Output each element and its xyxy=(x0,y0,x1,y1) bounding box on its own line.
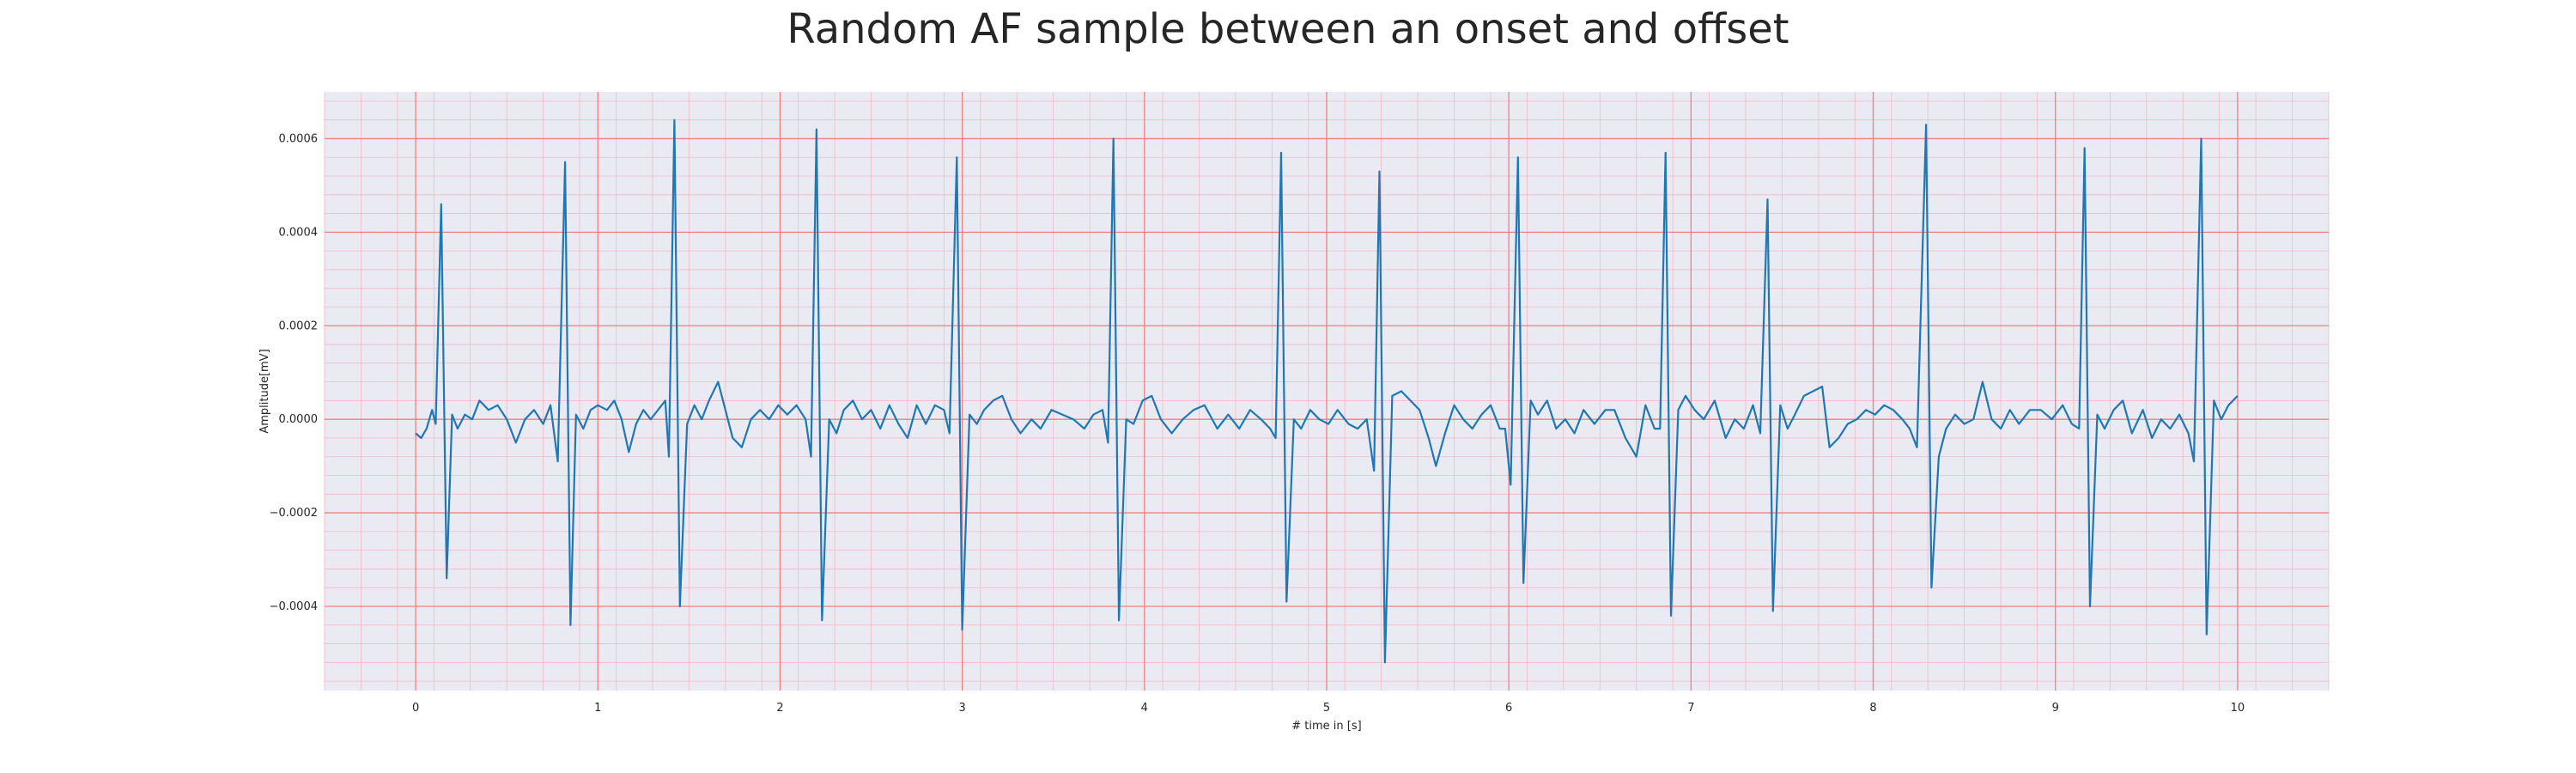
y-tick-label: −0.0004 xyxy=(270,600,318,613)
x-tick-label: 9 xyxy=(2052,702,2059,715)
y-tick-label: 0.0006 xyxy=(279,132,319,145)
y-tick-labels: −0.0004 −0.0002 0.0000 0.0002 0.0004 0.0006 xyxy=(270,132,318,613)
y-axis-label: Amplitude[mV] xyxy=(258,349,271,433)
ecg-signal-line xyxy=(415,119,2239,664)
x-tick-label: 2 xyxy=(776,702,783,715)
chart-title: Random AF sample between an onset and of… xyxy=(787,5,1789,53)
x-tick-label: 6 xyxy=(1505,702,1512,715)
y-tick-label: 0.0000 xyxy=(279,413,319,426)
major-grid xyxy=(325,92,2329,691)
x-tick-label: 0 xyxy=(412,702,419,715)
x-tick-label: 7 xyxy=(1687,702,1694,715)
x-tick-label: 1 xyxy=(594,702,601,715)
x-tick-label: 10 xyxy=(2231,702,2245,715)
y-tick-label: 0.0002 xyxy=(279,320,319,332)
y-tick-label: 0.0004 xyxy=(279,226,319,239)
x-tick-label: 5 xyxy=(1323,702,1330,715)
y-tick-label: −0.0002 xyxy=(270,507,318,520)
x-tick-label: 3 xyxy=(958,702,965,715)
x-axis-label: # time in [s] xyxy=(1291,720,1361,733)
x-tick-label: 4 xyxy=(1141,702,1148,715)
x-tick-labels: 0 1 2 3 4 5 6 7 8 9 10 xyxy=(412,702,2245,715)
x-tick-label: 8 xyxy=(1869,702,1876,715)
